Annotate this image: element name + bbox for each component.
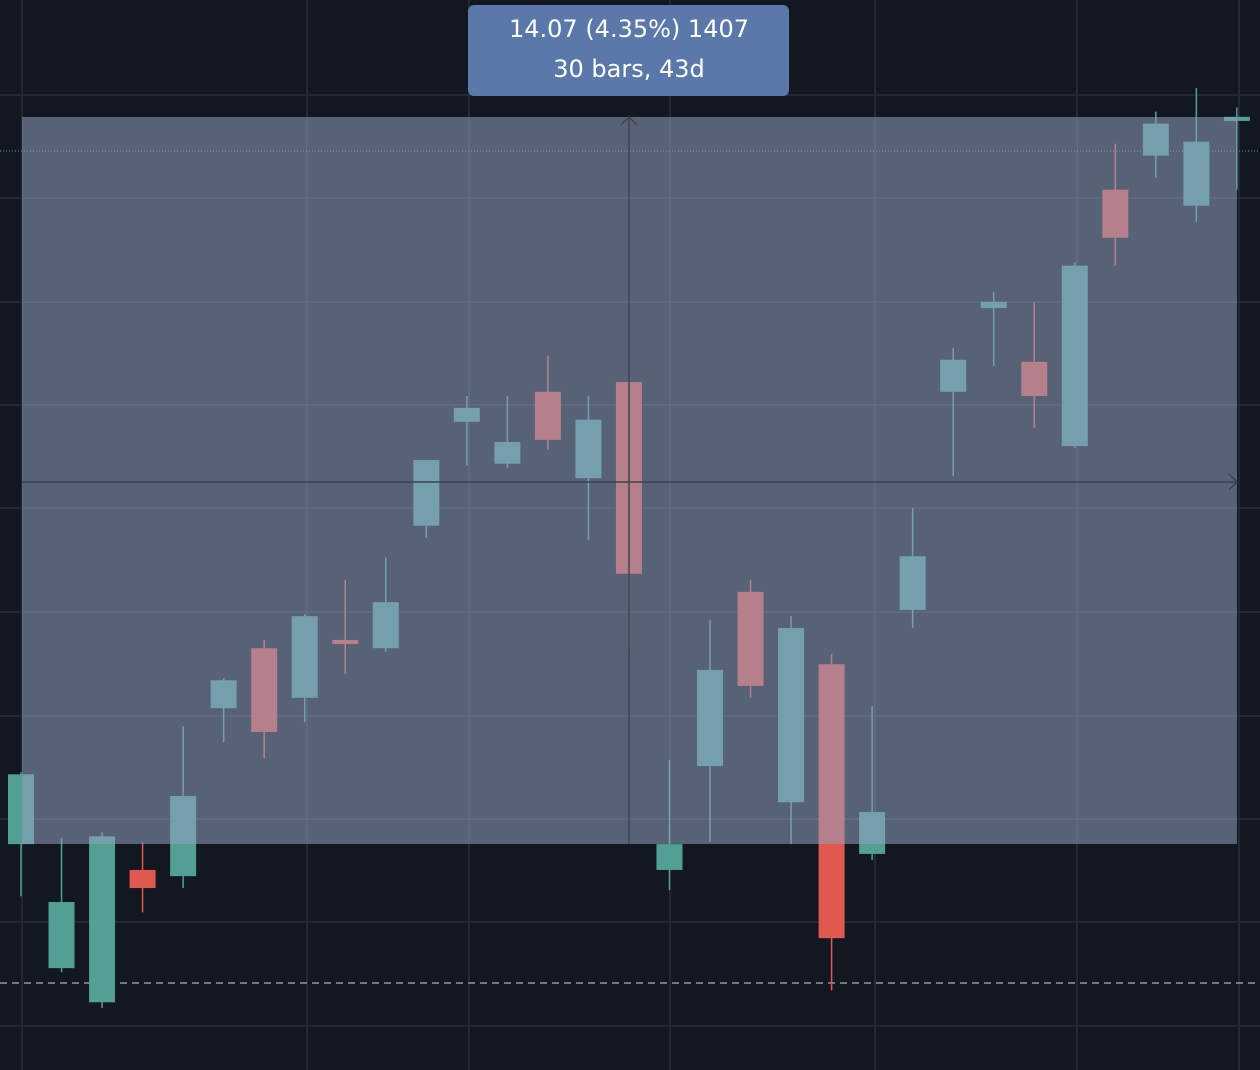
candle-body [48, 902, 75, 969]
measure-text: 14.07 (4.35%) 1407 [509, 15, 749, 43]
measure-text: 30 bars, 43d [553, 55, 705, 83]
measure-arrow-head [1228, 473, 1239, 491]
candle-body [129, 869, 156, 889]
candle-body [89, 836, 116, 1003]
measure-tooltip [468, 5, 789, 96]
measure-arrow-head [620, 115, 638, 126]
candle-body [656, 844, 683, 870]
